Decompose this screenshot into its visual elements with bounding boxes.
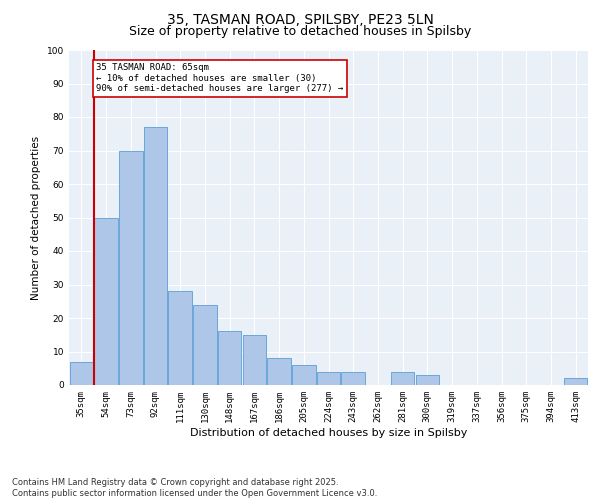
Bar <box>564 378 587 385</box>
Bar <box>94 218 118 385</box>
Bar <box>144 127 167 385</box>
Bar <box>193 304 217 385</box>
Bar <box>169 291 192 385</box>
Bar <box>317 372 340 385</box>
Bar <box>416 375 439 385</box>
Text: Contains HM Land Registry data © Crown copyright and database right 2025.
Contai: Contains HM Land Registry data © Crown c… <box>12 478 377 498</box>
Bar <box>242 335 266 385</box>
Bar <box>268 358 291 385</box>
Bar <box>70 362 93 385</box>
Text: Size of property relative to detached houses in Spilsby: Size of property relative to detached ho… <box>129 25 471 38</box>
Text: 35, TASMAN ROAD, SPILSBY, PE23 5LN: 35, TASMAN ROAD, SPILSBY, PE23 5LN <box>167 12 433 26</box>
Y-axis label: Number of detached properties: Number of detached properties <box>31 136 41 300</box>
Bar <box>391 372 415 385</box>
X-axis label: Distribution of detached houses by size in Spilsby: Distribution of detached houses by size … <box>190 428 467 438</box>
Bar <box>119 150 143 385</box>
Bar <box>341 372 365 385</box>
Bar <box>292 365 316 385</box>
Bar <box>218 332 241 385</box>
Text: 35 TASMAN ROAD: 65sqm
← 10% of detached houses are smaller (30)
90% of semi-deta: 35 TASMAN ROAD: 65sqm ← 10% of detached … <box>96 64 343 93</box>
